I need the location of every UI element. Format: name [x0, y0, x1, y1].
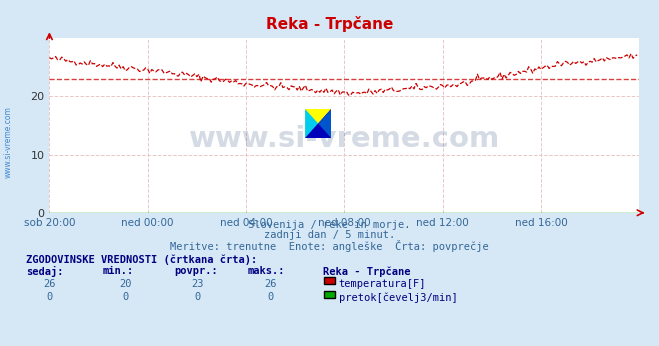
Text: Reka - Trpčane: Reka - Trpčane [266, 16, 393, 31]
Text: Meritve: trenutne  Enote: angleške  Črta: povprečje: Meritve: trenutne Enote: angleške Črta: … [170, 240, 489, 253]
Text: povpr.:: povpr.: [175, 266, 218, 276]
Text: Reka - Trpčane: Reka - Trpčane [323, 266, 411, 277]
Text: min.:: min.: [102, 266, 133, 276]
Text: pretok[čevelj3/min]: pretok[čevelj3/min] [339, 292, 457, 303]
Text: zadnji dan / 5 minut.: zadnji dan / 5 minut. [264, 230, 395, 240]
Text: sedaj:: sedaj: [26, 266, 64, 277]
Text: ZGODOVINSKE VREDNOSTI (črtkana črta):: ZGODOVINSKE VREDNOSTI (črtkana črta): [26, 254, 258, 265]
Text: 26: 26 [43, 279, 55, 289]
Text: Slovenija / reke in morje.: Slovenija / reke in morje. [248, 220, 411, 230]
Text: 20: 20 [119, 279, 131, 289]
Text: 0: 0 [267, 292, 273, 302]
Text: 23: 23 [192, 279, 204, 289]
Text: www.si-vreme.com: www.si-vreme.com [3, 106, 13, 178]
Text: 0: 0 [194, 292, 201, 302]
Text: temperatura[F]: temperatura[F] [339, 279, 426, 289]
Text: www.si-vreme.com: www.si-vreme.com [188, 125, 500, 153]
Polygon shape [318, 109, 331, 138]
Polygon shape [305, 109, 331, 138]
Polygon shape [305, 109, 318, 138]
Polygon shape [305, 109, 331, 138]
Text: maks.:: maks.: [247, 266, 285, 276]
Text: 26: 26 [264, 279, 276, 289]
Text: 0: 0 [122, 292, 129, 302]
Text: 0: 0 [46, 292, 53, 302]
